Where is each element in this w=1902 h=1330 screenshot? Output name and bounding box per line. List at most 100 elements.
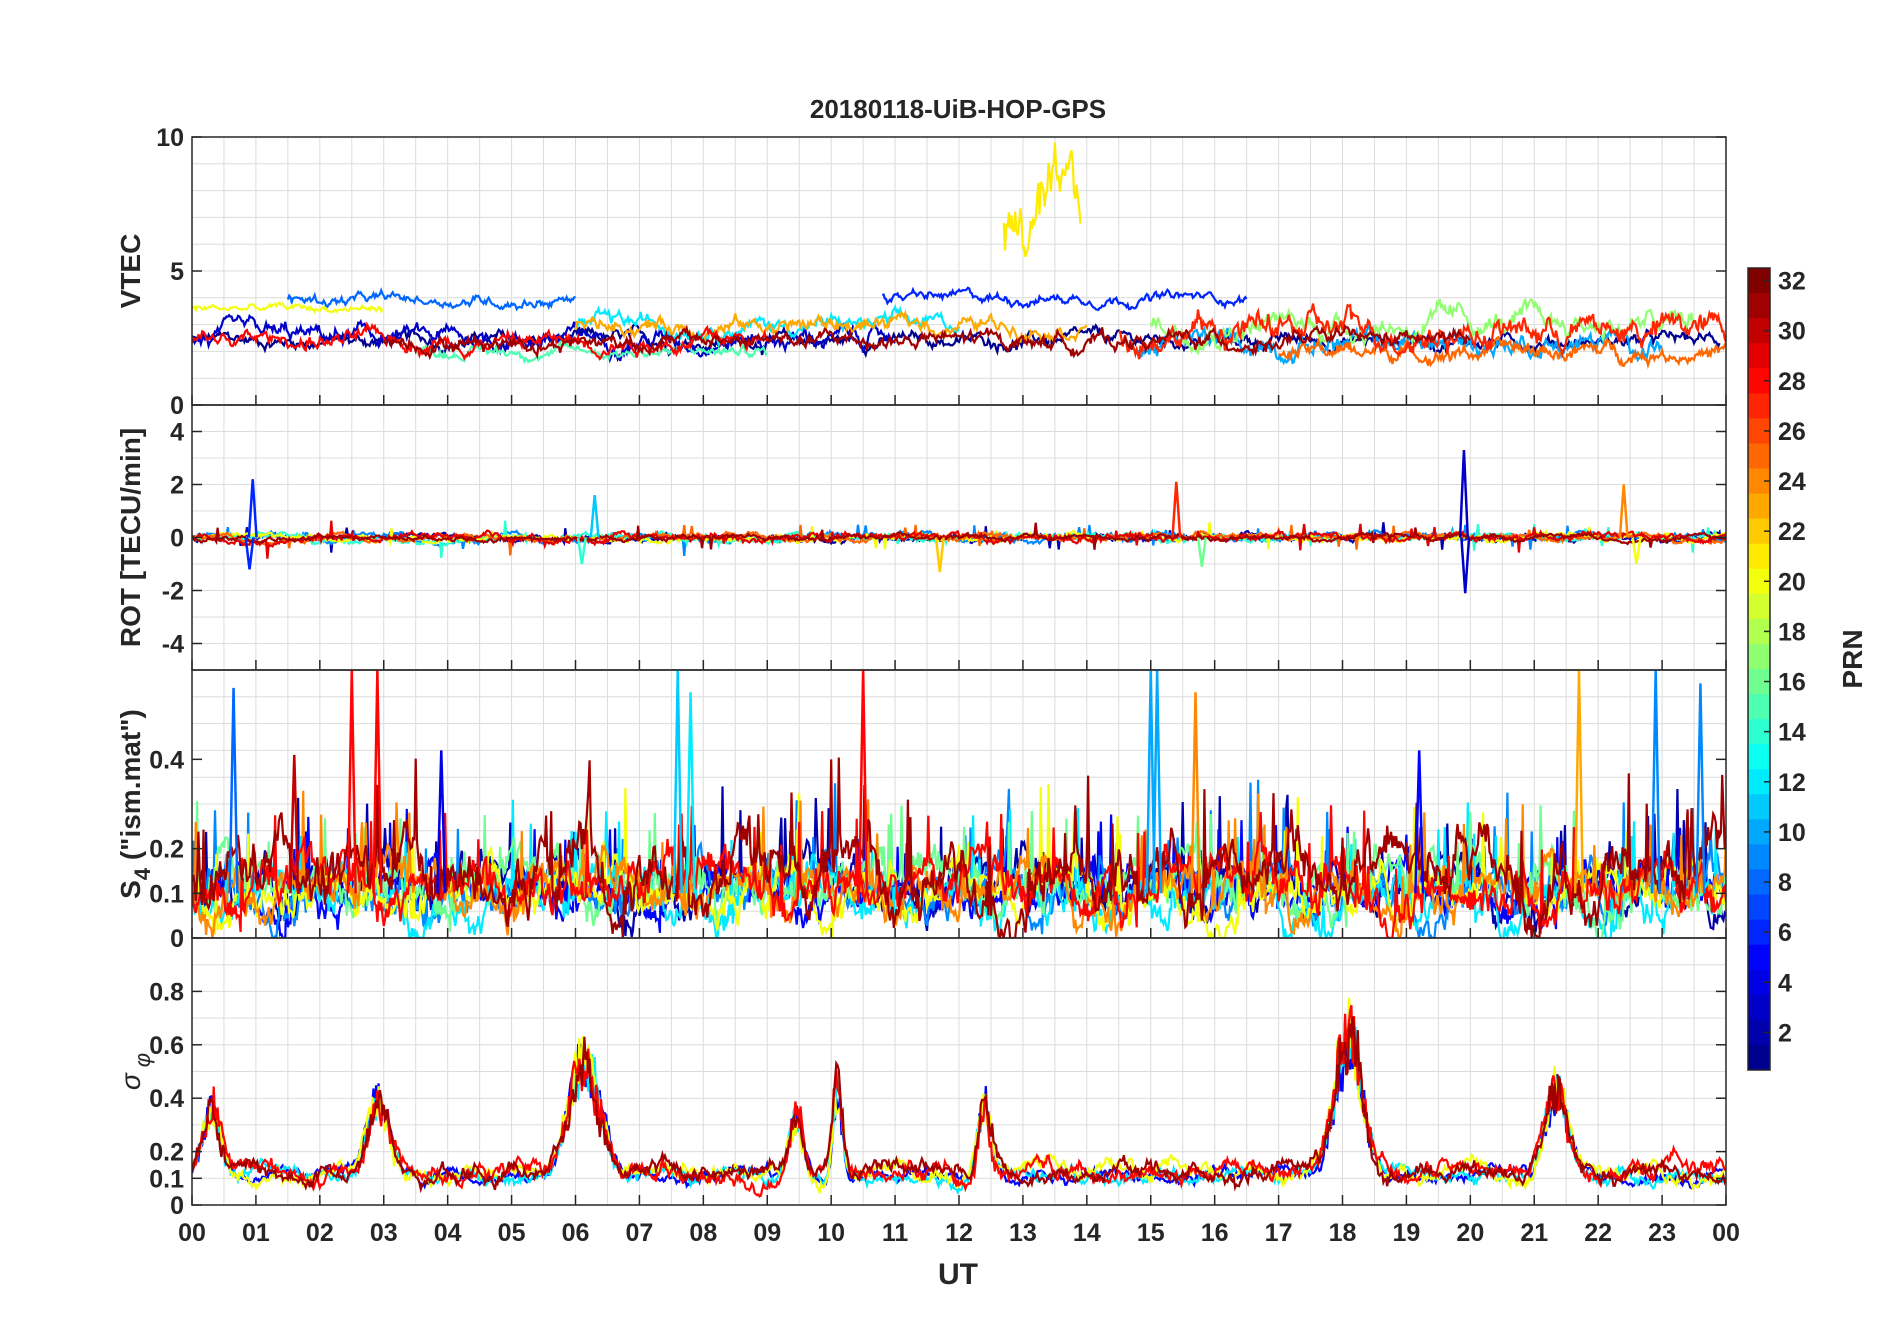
x-tick-label: 21 bbox=[1520, 1219, 1548, 1247]
y-tick-label: 4 bbox=[170, 419, 184, 447]
colorbar-tick-label: 30 bbox=[1778, 318, 1806, 346]
y-tick-label: 0 bbox=[170, 392, 184, 420]
y-tick-label: 0.4 bbox=[149, 1085, 184, 1113]
x-axis-label: UT bbox=[938, 1258, 978, 1291]
spike-prn-24 bbox=[1618, 484, 1629, 538]
y-tick-label: -2 bbox=[162, 578, 184, 606]
colorbar-swatch-13 bbox=[1748, 744, 1770, 770]
series-prn-31 bbox=[382, 323, 1471, 361]
colorbar-swatch-19 bbox=[1748, 593, 1770, 620]
colorbar-swatch-12 bbox=[1748, 769, 1770, 795]
panel-vtec-grid bbox=[191, 136, 1727, 406]
spike-prn-8 bbox=[228, 687, 239, 894]
x-tick-label: 02 bbox=[306, 1219, 334, 1247]
colorbar-frame bbox=[1747, 267, 1771, 1071]
y-tick-label: 0.8 bbox=[149, 978, 184, 1006]
colorbar-swatch-5 bbox=[1748, 944, 1770, 971]
y-tick-label: 0 bbox=[170, 525, 184, 553]
colorbar-swatch-1 bbox=[1748, 1044, 1770, 1071]
colorbar-tick-label: 14 bbox=[1778, 719, 1806, 747]
colorbar-swatch-6 bbox=[1748, 919, 1770, 946]
spike-prn-24 bbox=[1190, 692, 1201, 894]
colorbar-swatch-24 bbox=[1748, 468, 1770, 495]
colorbar-swatch-11 bbox=[1748, 794, 1770, 820]
colorbar-swatch-7 bbox=[1748, 894, 1770, 921]
spike-prn-9 bbox=[1650, 670, 1661, 894]
colorbar-label: PRN bbox=[1837, 629, 1868, 688]
colorbar-swatch-10 bbox=[1748, 819, 1770, 845]
y-tick-label: -4 bbox=[162, 631, 184, 659]
panel-vtec: 0 5 10 VTEC bbox=[115, 124, 1727, 420]
colorbar-tick-label: 12 bbox=[1778, 769, 1806, 797]
spike-prn-28 bbox=[372, 670, 383, 894]
colorbar-swatch-23 bbox=[1748, 493, 1770, 520]
colorbar-swatch-3 bbox=[1748, 994, 1770, 1021]
x-tick-label: 05 bbox=[498, 1219, 526, 1247]
series-prn-27 bbox=[1118, 303, 1726, 360]
colorbar-swatch-29 bbox=[1748, 343, 1770, 369]
spike-prn-10 bbox=[1152, 670, 1163, 894]
spike-prn-12 bbox=[685, 692, 696, 894]
colorbar-swatch-8 bbox=[1748, 869, 1770, 896]
spike-prn-20 bbox=[1631, 537, 1642, 565]
series-prn-6 bbox=[881, 286, 1248, 312]
colorbar-tick-label: 16 bbox=[1778, 669, 1806, 697]
x-tick-label: 15 bbox=[1137, 1219, 1165, 1247]
series-prn-28 bbox=[192, 321, 769, 361]
x-tick-label: 17 bbox=[1265, 1219, 1293, 1247]
colorbar-swatch-4 bbox=[1748, 969, 1770, 996]
y-tick-label: 0.1 bbox=[149, 880, 184, 908]
y-axis-label-vtec: VTEC bbox=[115, 234, 146, 309]
y-tick-label: 0.1 bbox=[149, 1165, 184, 1193]
colorbar-swatch-25 bbox=[1748, 443, 1770, 469]
colorbar-tick-label: 18 bbox=[1778, 618, 1806, 646]
colorbar-swatch-17 bbox=[1748, 643, 1770, 670]
x-axis: 00 01 02 03 04 05 06 07 08 09 10 11 12 13 14 15 16 17 18 19… bbox=[178, 395, 1740, 1247]
x-tick-label: 00 bbox=[178, 1219, 206, 1247]
colorbar-swatch-26 bbox=[1748, 418, 1770, 444]
spike-prn-6 bbox=[244, 537, 255, 570]
y-tick-label: 0.2 bbox=[149, 836, 184, 864]
x-tick-label: 14 bbox=[1073, 1219, 1101, 1247]
colorbar-swatch-21 bbox=[1748, 543, 1770, 570]
x-tick-label: 10 bbox=[817, 1219, 845, 1247]
panel-sigma-series bbox=[192, 997, 1726, 1198]
y-axis-label-s4: S4 ("ism.mat") bbox=[115, 709, 155, 899]
spike-prn-22 bbox=[934, 537, 945, 573]
spike-prn-23 bbox=[1573, 670, 1585, 894]
series-prn-20 bbox=[192, 301, 384, 315]
x-tick-label: 20 bbox=[1456, 1219, 1484, 1247]
x-tick-label: 01 bbox=[242, 1219, 270, 1247]
y-tick-label: 10 bbox=[156, 124, 184, 152]
spike-prn-28 bbox=[346, 670, 357, 894]
colorbar-tick-label: 6 bbox=[1778, 919, 1792, 947]
spike-prn-5 bbox=[1414, 750, 1425, 894]
series-prn-31 bbox=[192, 522, 1726, 550]
series-prn-21 bbox=[1002, 142, 1082, 258]
panel-s4: 0 0.1 0.2 0.4S4 ("ism.mat") bbox=[115, 669, 1727, 953]
spike-prn-27 bbox=[1171, 481, 1182, 538]
x-tick-label: 16 bbox=[1201, 1219, 1229, 1247]
spike-prn-3 bbox=[1460, 537, 1471, 594]
y-tick-label: 0 bbox=[170, 925, 184, 953]
x-tick-label: 12 bbox=[945, 1219, 973, 1247]
colorbar-swatch-31 bbox=[1748, 293, 1770, 319]
spike-prn-16 bbox=[1196, 537, 1207, 567]
y-tick-label: 0.4 bbox=[149, 746, 184, 774]
colorbar-swatch-14 bbox=[1748, 719, 1770, 745]
colorbar-tick-label: 4 bbox=[1778, 969, 1792, 997]
colorbar-swatch-32 bbox=[1748, 268, 1770, 294]
colorbar-swatch-27 bbox=[1748, 393, 1770, 419]
x-tick-label: 11 bbox=[882, 1219, 909, 1247]
x-tick-label: 22 bbox=[1584, 1219, 1612, 1247]
colorbar-tick-label: 28 bbox=[1778, 368, 1806, 396]
y-tick-label: 0 bbox=[170, 1192, 184, 1220]
colorbar-swatch-15 bbox=[1748, 694, 1770, 720]
spike-prn-6 bbox=[247, 479, 258, 538]
colorbar-tick-label: 10 bbox=[1778, 819, 1806, 847]
colorbar-tick-label: 24 bbox=[1778, 468, 1806, 496]
spike-prn-30 bbox=[289, 754, 300, 894]
spike-prn-28 bbox=[858, 670, 869, 894]
